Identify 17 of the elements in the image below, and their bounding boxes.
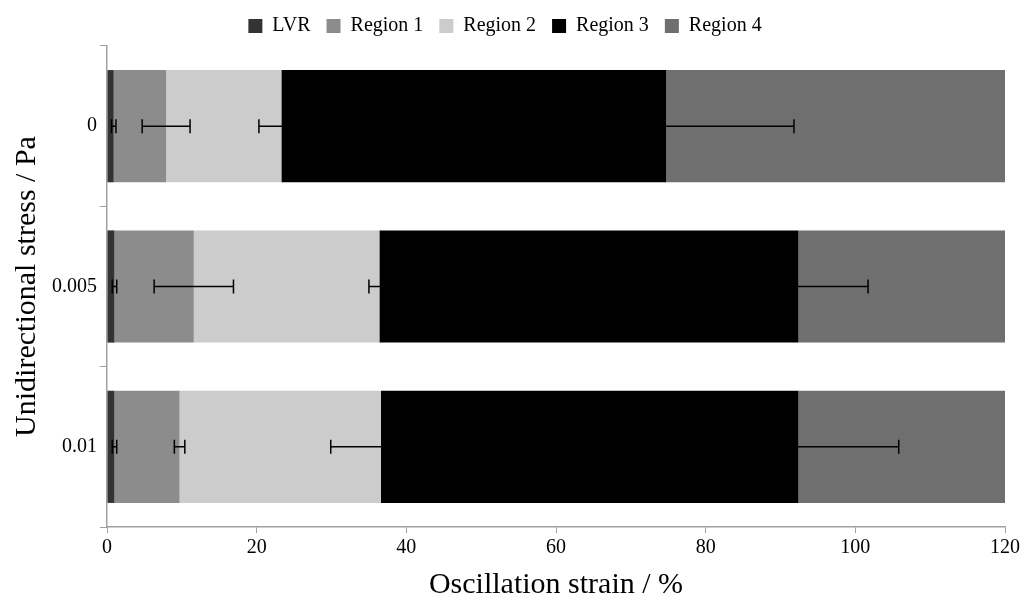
x-tick-label: 60 (546, 535, 566, 558)
legend-label: LVR (272, 13, 312, 36)
x-tick-label: 120 (990, 535, 1020, 558)
x-tick-label: 0 (102, 535, 112, 558)
x-tick-label: 80 (695, 535, 716, 558)
legend-label: Region 1 (350, 13, 424, 37)
x-axis-title: Oscillation strain / % (428, 565, 684, 599)
x-tick-label: 100 (840, 535, 871, 558)
y-tick-label: 0.01 (62, 434, 97, 457)
legend-label: Region 4 (688, 13, 762, 37)
legend-label: Region 3 (576, 13, 649, 37)
legend-label: Region 2 (463, 13, 537, 37)
x-tick-label: 40 (396, 535, 417, 558)
y-axis-title: Unidirectional stress / Pa (7, 136, 41, 437)
y-tick-label: 0 (87, 113, 97, 136)
x-tick-label: 20 (246, 535, 267, 558)
y-tick-label: 0.005 (52, 273, 97, 296)
